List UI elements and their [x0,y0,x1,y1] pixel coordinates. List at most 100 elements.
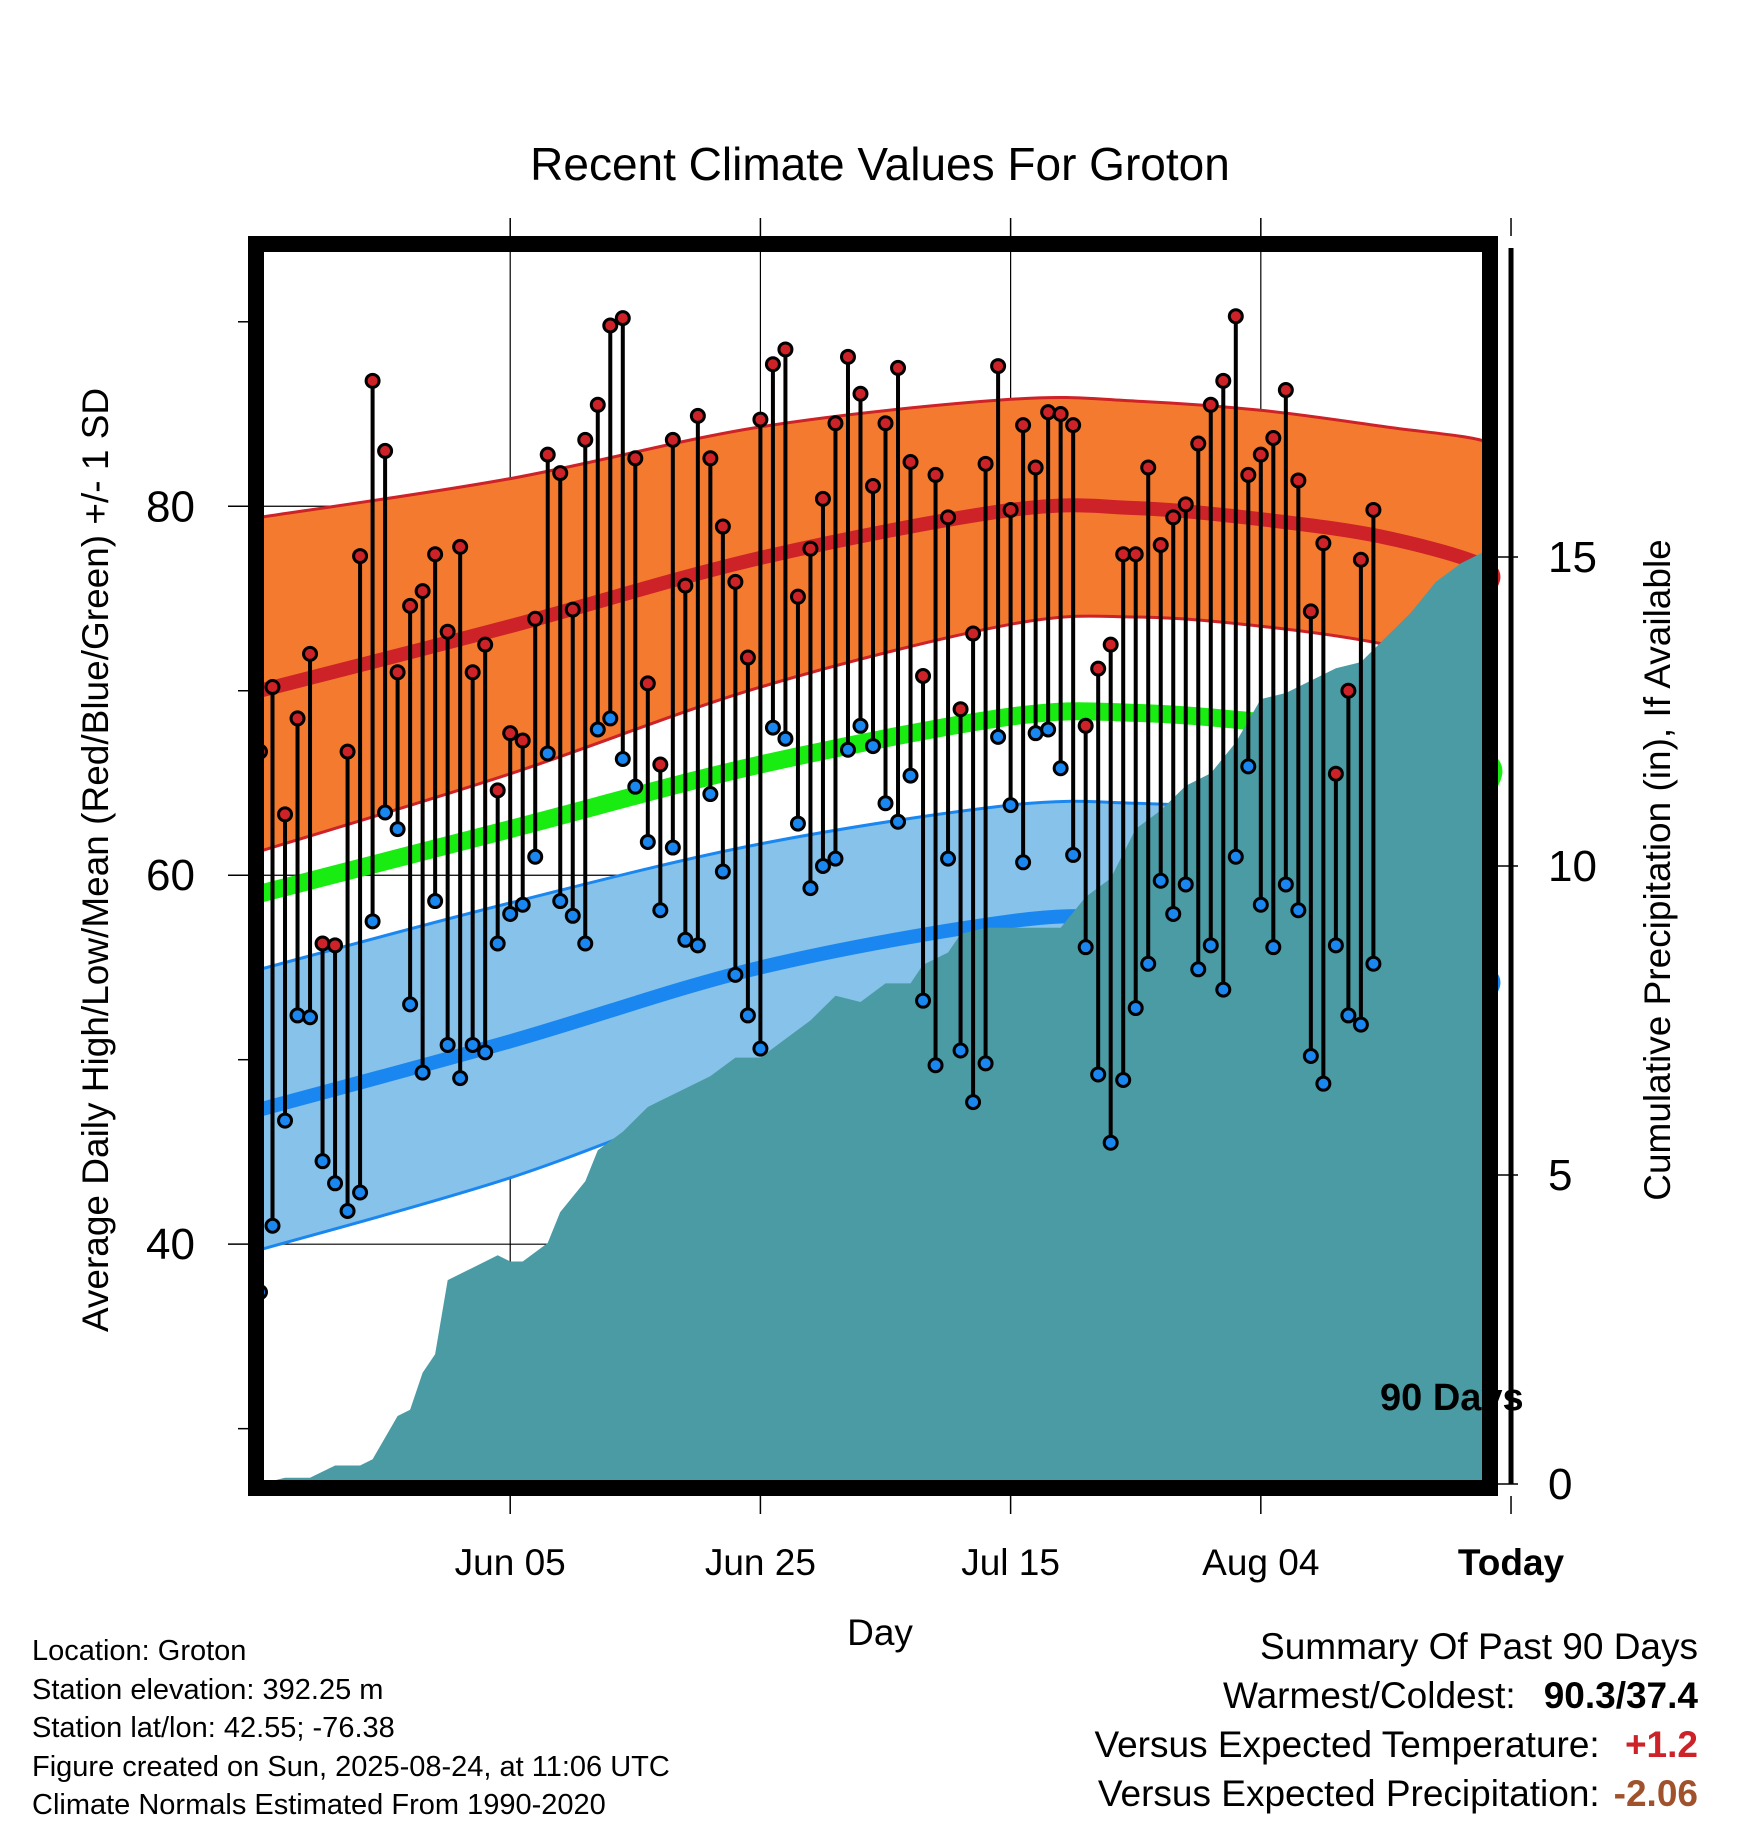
daily-low-point [1290,902,1307,919]
daily-low-point [1040,721,1057,738]
daily-low-point [514,896,531,913]
daily-high-point [1340,682,1357,699]
temp-value: +1.2 [1624,1724,1698,1765]
daily-high-point [514,732,531,749]
daily-high-point [1052,406,1069,423]
daily-low-point [1052,760,1069,777]
daily-high-point [614,310,631,327]
y2-tick-label: 15 [1548,533,1597,582]
daily-high-point [814,490,831,507]
daily-low-point [1302,1048,1319,1065]
daily-low-point [865,738,881,755]
y-axis-label: Average Daily High/Low/Mean (Red/Blue/Gr… [75,388,116,1332]
daily-high-point [327,937,344,954]
axes: Jun 05 Jun 25 Jul 15 Aug 04 Today 40 60 80 0 5 10 1… [146,218,1597,1583]
daily-low-point [977,1055,994,1072]
daily-high-point [564,601,581,618]
elevation-text: Station elevation: 392.25 m [32,1673,384,1706]
daily-high-point [1190,435,1207,452]
daily-high-point [289,710,306,727]
daily-high-point [1015,417,1032,434]
daily-low-point [940,850,957,867]
daily-high-point [1315,535,1332,552]
normal-high-line [258,498,1501,698]
daily-high-point [839,348,856,365]
daily-low-point [902,767,919,784]
daily-low-point [327,1175,344,1192]
daily-low-point [464,1036,481,1053]
x-tick-label: Jun 25 [705,1542,816,1583]
daily-high-point [1215,372,1232,389]
daily-low-point [652,902,669,919]
daily-high-point [489,782,506,799]
daily-high-point [339,743,356,760]
daily-high-point [1165,509,1182,526]
daily-low-point [289,1007,306,1024]
x-tick-label: Jul 15 [961,1542,1060,1583]
daily-low-point [364,913,381,930]
daily-high-point [1265,430,1282,447]
daily-high-point [865,477,881,494]
daily-low-point [502,905,519,922]
daily-high-point [414,583,431,600]
precip-value: -2.06 [1613,1773,1698,1814]
daily-low-point [577,935,594,952]
daily-high-point [1277,382,1294,399]
daily-high-point [302,645,319,662]
daily-high-point [915,667,932,684]
daily-high-point [764,356,781,373]
daily-low-point [439,1036,456,1053]
daily-low-point [714,863,731,880]
daily-low-point [477,1044,494,1061]
latlon-text: Station lat/lon: 42.55; -76.38 [32,1712,395,1744]
daily-low-point [589,721,606,738]
x-tick-label: Today [1458,1542,1565,1583]
daily-high-point [1227,308,1244,325]
daily-low-point [739,1007,756,1024]
daily-low-point [1215,981,1232,998]
daily-low-point [1015,854,1032,871]
daily-high-point [539,446,556,463]
normals-text: Climate Normals Estimated From 1990-2020 [32,1789,606,1821]
daily-high-point [802,540,819,557]
daily-low-point [564,907,581,924]
daily-low-point [627,778,644,795]
daily-high-point [639,675,656,692]
location-text: Location: Groton [32,1635,247,1667]
chart-title: Recent Climate Values For Groton [530,138,1230,190]
plot-frame [248,236,1498,1496]
daily-low-point [1240,758,1257,775]
y2-tick-label: 0 [1548,1460,1572,1509]
daily-low-point [814,858,831,874]
daily-low-point [277,1112,294,1129]
daily-high-point [464,664,481,681]
daily-high-point [277,806,294,823]
daily-high-point [877,415,894,432]
daily-low-point [489,935,506,952]
daily-high-point [1302,603,1319,620]
daily-low-point [1365,955,1382,972]
daily-high-point [552,465,569,482]
daily-low-point [1090,1066,1107,1083]
daily-high-point [1252,446,1269,463]
daily-low-point [1327,937,1344,954]
daily-high-point [1352,551,1369,568]
daily-low-point [1027,725,1044,742]
daily-high-point [739,649,756,666]
daily-low-point [752,1040,769,1057]
daily-low-point [552,893,569,910]
daily-low-point [539,745,556,762]
daily-low-point [1165,905,1182,922]
daily-low-point [1077,939,1094,956]
y2-tick-label: 10 [1548,842,1597,891]
daily-low-point [965,1094,982,1111]
daily-high-point [589,396,606,413]
daily-high-point [664,431,681,448]
x-tick-label: Jun 05 [455,1542,566,1583]
daily-low-point [764,719,781,736]
daily-dots [252,308,1382,1301]
daily-low-point [702,786,719,803]
temp-row: Versus Expected Temperature: +1.2 [1094,1720,1698,1769]
daily-low-point [877,795,894,812]
daily-low-point [827,850,844,867]
